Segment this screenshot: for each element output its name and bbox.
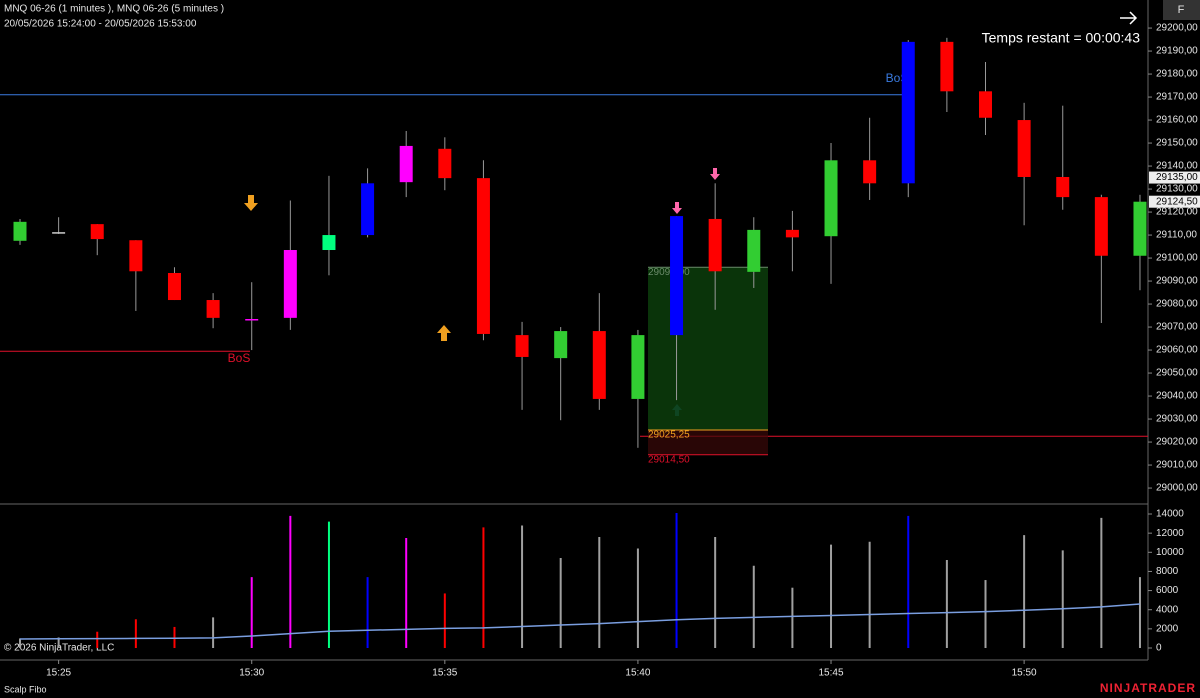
candle-body <box>206 300 220 318</box>
candle-body <box>283 250 297 318</box>
y-tick-label: 29140,00 <box>1156 161 1198 172</box>
timer: Temps restant = 00:00:43 <box>982 30 1141 46</box>
candle-body <box>592 331 606 399</box>
zone <box>648 267 768 430</box>
candle-body <box>399 145 413 183</box>
zone-label: 29014,50 <box>648 454 690 465</box>
candle-body <box>129 240 143 272</box>
candle-body <box>322 235 336 251</box>
candle-body <box>13 221 27 241</box>
y-tick-label: 10000 <box>1156 547 1184 558</box>
candle-body <box>785 229 799 238</box>
candle-body <box>554 331 568 359</box>
x-tick-label: 15:50 <box>1012 668 1037 679</box>
y-tick-label: 29050,00 <box>1156 368 1198 379</box>
copyright: © 2026 NinjaTrader, LLC <box>4 643 114 654</box>
candle-body <box>361 183 375 236</box>
y-tick-label: 14000 <box>1156 509 1184 520</box>
x-tick-label: 15:30 <box>239 668 264 679</box>
signal-arrow <box>672 202 682 214</box>
candle-body <box>824 160 838 237</box>
signal-arrow <box>710 168 720 180</box>
y-tick-label: 29060,00 <box>1156 345 1198 356</box>
y-tick-label: 12000 <box>1156 528 1184 539</box>
candle-body <box>1094 197 1108 256</box>
y-tick-label: 29170,00 <box>1156 92 1198 103</box>
y-tick-label: 29020,00 <box>1156 437 1198 448</box>
y-tick-label: 29160,00 <box>1156 115 1198 126</box>
date-range: 20/05/2026 15:24:00 - 20/05/2026 15:53:0… <box>4 19 197 30</box>
signal-arrow <box>437 325 451 341</box>
price-marker <box>1149 171 1200 184</box>
candle-body <box>670 216 684 336</box>
zone-label: 29096,00 <box>648 267 690 278</box>
candle-body <box>940 41 954 92</box>
candle-body <box>167 273 181 301</box>
candle-body <box>438 148 452 179</box>
zone-label: 29025,25 <box>648 430 690 441</box>
signal-arrow <box>244 195 258 211</box>
arrow-icon[interactable] <box>1120 11 1138 25</box>
x-tick-label: 15:25 <box>46 668 71 679</box>
y-tick-label: 29110,00 <box>1156 230 1197 241</box>
candle-body <box>747 229 761 272</box>
candle-body <box>52 232 66 234</box>
y-tick-label: 29010,00 <box>1156 460 1198 471</box>
stop-zone <box>648 429 768 455</box>
x-tick-label: 15:35 <box>432 668 457 679</box>
y-tick-label: 29030,00 <box>1156 414 1198 425</box>
y-tick-label: 29120,00 <box>1156 207 1198 218</box>
y-tick-label: 29190,00 <box>1156 46 1198 57</box>
candle-body <box>1056 176 1070 198</box>
f-button-label[interactable]: F <box>1178 4 1185 16</box>
candle-body <box>476 178 490 334</box>
strategy-name: Scalp Fibo <box>4 684 47 694</box>
level-label: BoS <box>228 351 251 365</box>
candle-body <box>901 41 915 184</box>
price-marker-label: 29124,50 <box>1156 196 1198 207</box>
y-tick-label: 6000 <box>1156 585 1179 596</box>
candle-body <box>515 335 529 357</box>
y-tick-label: 29000,00 <box>1156 483 1198 494</box>
candle-body <box>90 224 104 240</box>
candle-body <box>708 218 722 272</box>
y-tick-label: 4000 <box>1156 604 1179 615</box>
y-tick-label: 29080,00 <box>1156 299 1198 310</box>
volume-average <box>19 603 1141 640</box>
y-tick-label: 29090,00 <box>1156 276 1198 287</box>
y-tick-label: 29180,00 <box>1156 69 1198 80</box>
y-tick-label: 29130,00 <box>1156 184 1198 195</box>
price-marker-label: 29135,00 <box>1156 172 1198 183</box>
y-tick-label: 29150,00 <box>1156 138 1198 149</box>
brand-logo: NINJATRADER <box>1100 681 1196 695</box>
candle-body <box>863 160 877 184</box>
y-tick-label: 29200,00 <box>1156 23 1198 34</box>
f-button[interactable] <box>1163 0 1200 20</box>
candle-body <box>245 319 259 321</box>
candle-body <box>979 91 992 118</box>
y-tick-label: 2000 <box>1156 623 1179 634</box>
y-tick-label: 8000 <box>1156 566 1179 577</box>
instrument-label: MNQ 06-26 (1 minutes ), MNQ 06-26 (5 min… <box>4 4 224 15</box>
candle-body <box>631 335 645 399</box>
price-marker <box>1149 195 1200 208</box>
x-tick-label: 15:40 <box>625 668 650 679</box>
x-tick-label: 15:45 <box>819 668 844 679</box>
y-tick-label: 0 <box>1156 643 1162 654</box>
y-tick-label: 29040,00 <box>1156 391 1198 402</box>
candle-body <box>1133 201 1147 256</box>
y-tick-label: 29070,00 <box>1156 322 1198 333</box>
y-tick-label: 29100,00 <box>1156 253 1198 264</box>
candle-body <box>1017 120 1031 177</box>
